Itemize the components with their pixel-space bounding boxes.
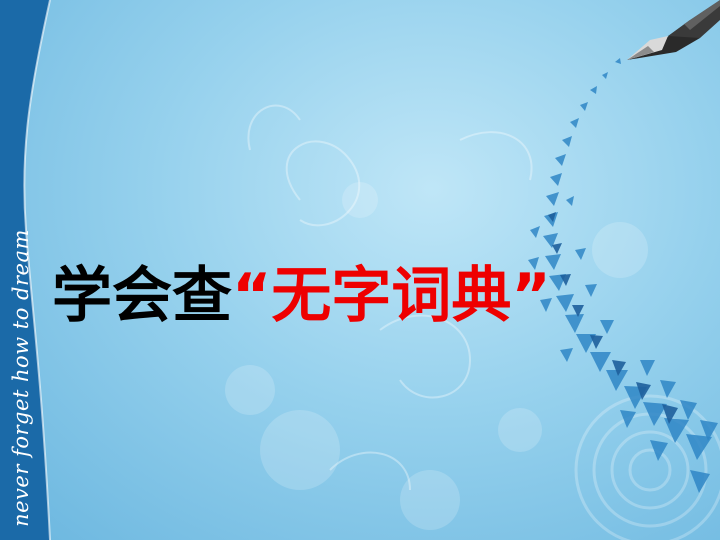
side-tagline: never forget how to dream — [9, 229, 33, 527]
title-prefix: 学会查 — [52, 261, 232, 331]
title-quoted: “无字词典” — [232, 261, 551, 331]
slide-title: 学会查“无字词典” — [52, 255, 551, 337]
